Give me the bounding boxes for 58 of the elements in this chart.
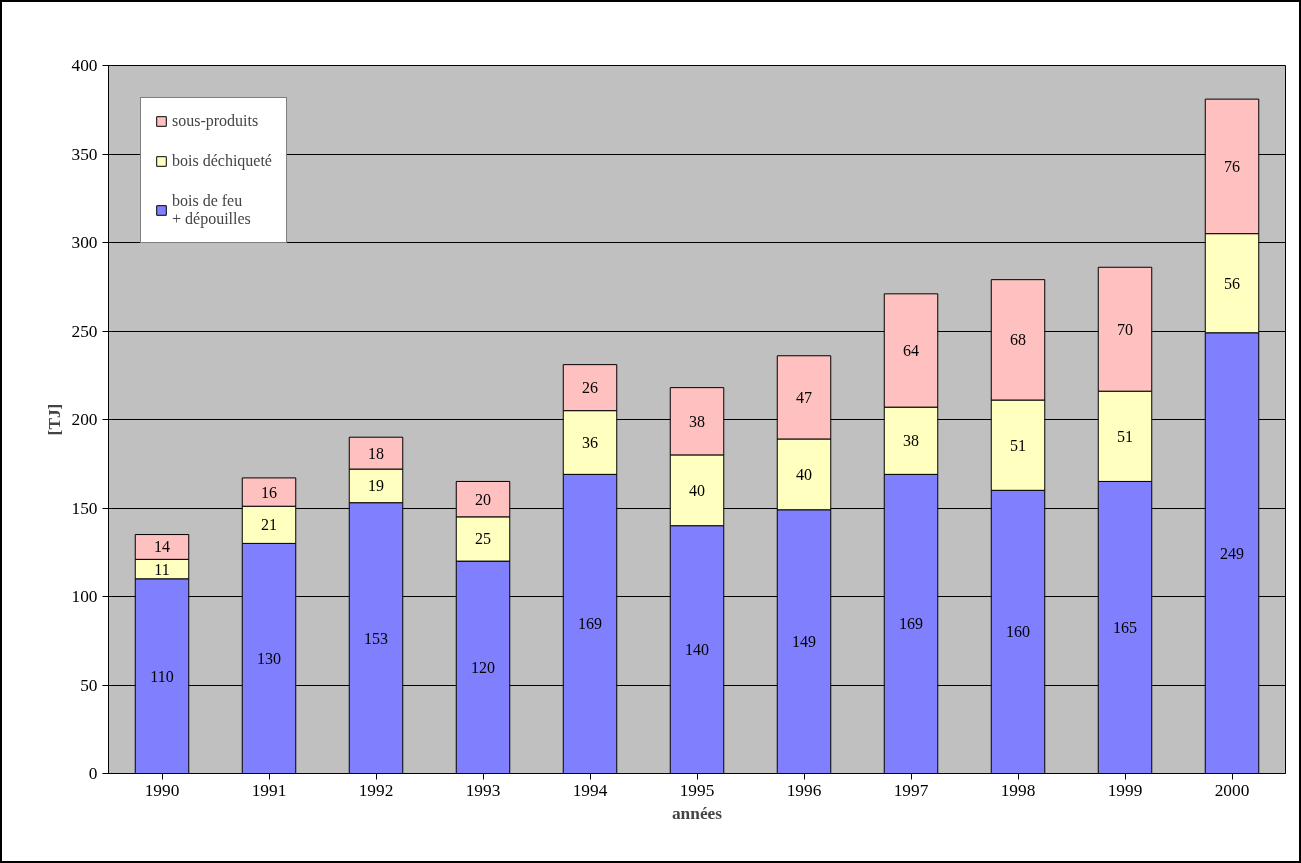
- x-tick-label: 1999: [1107, 780, 1143, 800]
- y-tick-label: 150: [71, 498, 98, 518]
- x-tick-label: 1992: [358, 780, 394, 800]
- data-label: 14: [154, 538, 170, 556]
- data-label: 169: [899, 615, 923, 633]
- data-label: 165: [1113, 618, 1137, 636]
- legend-label: bois déchiqueté: [172, 152, 272, 170]
- x-tick-label: 1993: [465, 780, 501, 800]
- legend-label: bois de feu + dépouilles: [172, 192, 251, 228]
- x-axis-title: années: [671, 803, 723, 823]
- y-tick-label: 100: [71, 587, 98, 606]
- data-label: 51: [1010, 436, 1026, 454]
- data-label: 120: [471, 658, 495, 676]
- y-axis-title: [TJ]: [44, 403, 64, 436]
- data-label: 21: [261, 516, 277, 534]
- data-label: 25: [475, 530, 491, 548]
- x-tick-label: 2000: [1214, 780, 1250, 800]
- data-label: 76: [1224, 157, 1240, 175]
- data-label: 140: [685, 641, 709, 659]
- data-label: 20: [475, 490, 491, 508]
- x-tick-label: 1995: [679, 780, 715, 800]
- data-label: 153: [364, 629, 388, 647]
- y-tick-label: 400: [71, 56, 98, 75]
- x-tick-label: 1991: [251, 780, 287, 800]
- data-label: 249: [1220, 544, 1244, 562]
- y-tick-label: 350: [71, 144, 98, 164]
- data-label: 40: [796, 465, 812, 483]
- data-label: 70: [1117, 320, 1133, 338]
- data-label: 169: [578, 615, 602, 633]
- x-tick-label: 1997: [893, 780, 929, 800]
- data-label: 56: [1224, 274, 1240, 292]
- data-label: 68: [1010, 331, 1026, 349]
- legend-label: sous-produits: [172, 112, 259, 130]
- data-label: 18: [368, 444, 384, 462]
- data-label: 36: [582, 434, 598, 452]
- data-label: 110: [150, 667, 174, 685]
- x-tick-label: 1994: [572, 780, 608, 800]
- data-label: 130: [257, 649, 281, 667]
- data-label: 26: [582, 379, 598, 397]
- y-tick-label: 50: [80, 675, 98, 695]
- y-tick-label: 300: [71, 233, 98, 252]
- data-label: 16: [261, 483, 277, 501]
- data-label: 40: [689, 481, 705, 499]
- data-label: 160: [1006, 623, 1030, 641]
- data-label: 51: [1117, 427, 1133, 445]
- data-label: 38: [903, 432, 919, 450]
- data-label: 19: [368, 477, 384, 495]
- data-label: 149: [792, 633, 816, 651]
- y-tick-label: 200: [71, 410, 98, 429]
- data-label: 47: [796, 388, 812, 406]
- x-tick-label: 1996: [786, 780, 822, 800]
- y-tick-label: 0: [88, 764, 98, 783]
- data-label: 64: [903, 341, 919, 359]
- x-tick-label: 1998: [1000, 780, 1036, 800]
- y-tick-label: 250: [71, 321, 98, 341]
- data-label: 11: [154, 560, 170, 578]
- x-tick-label: 1990: [144, 780, 180, 800]
- data-label: 38: [689, 412, 705, 430]
